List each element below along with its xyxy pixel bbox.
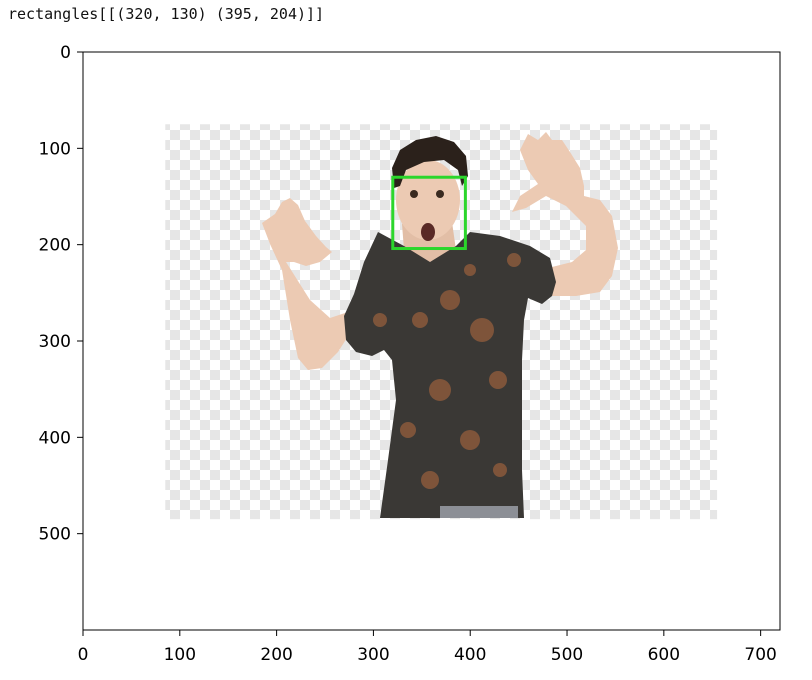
x-tick-label: 0 — [78, 645, 89, 665]
left-arm — [262, 198, 352, 370]
x-tick-label: 500 — [551, 645, 583, 665]
hair — [392, 136, 468, 188]
y-tick-label: 500 — [39, 525, 71, 545]
y-tick-label: 400 — [39, 428, 71, 448]
person-photo — [262, 132, 618, 518]
shirt-pattern — [373, 253, 521, 489]
y-tick-label: 300 — [39, 332, 71, 352]
y-tick-label: 0 — [60, 43, 71, 63]
x-tick-label: 400 — [454, 645, 486, 665]
right-arm — [512, 132, 618, 296]
x-tick-label: 300 — [357, 645, 389, 665]
head — [396, 160, 460, 240]
left-eye — [410, 190, 418, 198]
y-axis: 0 100 200 300 400 500 — [39, 43, 83, 545]
y-tick-label: 200 — [39, 236, 71, 256]
right-eye — [436, 190, 444, 198]
y-tick-label: 100 — [39, 139, 71, 159]
shirt — [344, 232, 556, 518]
x-tick-label: 700 — [744, 645, 776, 665]
x-tick-label: 100 — [164, 645, 196, 665]
x-tick-label: 200 — [260, 645, 292, 665]
open-mouth — [421, 223, 435, 241]
x-tick-label: 600 — [648, 645, 680, 665]
x-axis: 0 100 200 300 400 500 600 700 — [78, 630, 777, 665]
face-detection-box — [391, 175, 467, 251]
jeans — [440, 506, 518, 518]
console-output: rectangles[[(320, 130) (395, 204)]] — [8, 5, 325, 23]
